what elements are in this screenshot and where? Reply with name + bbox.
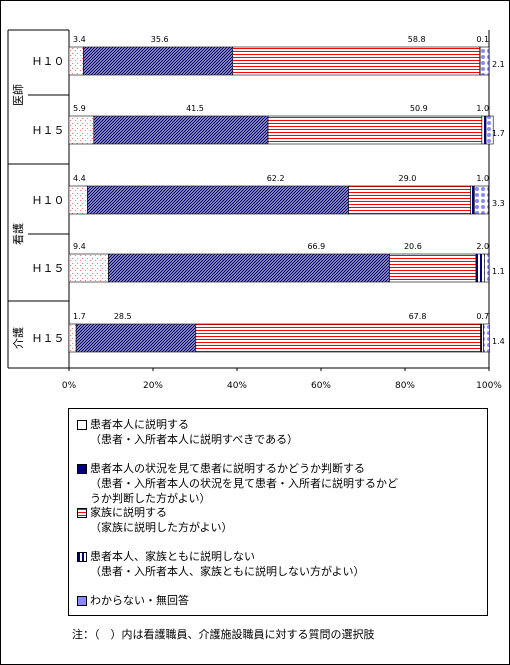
group-label: 医師	[12, 84, 25, 106]
data-label: 62.2	[267, 174, 285, 183]
x-tick-label: 60%	[311, 381, 331, 391]
bar-segment	[474, 185, 489, 215]
data-label: 2.1	[492, 60, 505, 69]
category-label: Ｈ１５	[32, 124, 65, 137]
bar-segment	[68, 115, 95, 145]
legend-swatch-dotted	[77, 420, 87, 430]
category-label: Ｈ１５	[32, 262, 65, 275]
bar-segment	[483, 323, 490, 353]
bar-segment	[82, 46, 234, 76]
legend-swatch-blue-dots	[77, 596, 87, 606]
legend-swatch-red-stripes	[77, 508, 87, 518]
bar-segment	[479, 46, 490, 76]
data-label: 0.7	[476, 312, 489, 321]
bar-segment	[68, 185, 88, 215]
bar-segment	[195, 323, 481, 353]
x-tick-label: 20%	[143, 381, 163, 391]
data-label: 1.0	[476, 174, 489, 183]
data-label: 1.7	[73, 312, 86, 321]
data-label: 1.1	[492, 267, 505, 276]
bar-segment	[68, 46, 84, 76]
category-label: Ｈ１０	[32, 194, 65, 207]
data-label: 3.3	[492, 199, 505, 208]
legend-label: 患者本人の状況を見て患者に説明するかどうか判断する	[90, 462, 365, 475]
legend-label: わからない・無回答	[90, 594, 189, 607]
bar-segment	[484, 253, 490, 283]
data-label: 20.6	[404, 242, 422, 251]
group-label: 介護	[11, 327, 25, 349]
bar-segment	[87, 185, 350, 215]
bar-segment	[267, 115, 483, 145]
data-label: 67.8	[409, 312, 427, 321]
chart-legend: 患者本人に説明する （患者・入所者本人に説明すべきである） 患者本人の状況を見て…	[68, 408, 488, 616]
legend-sublabel: （家族に説明した方がよい）	[90, 521, 233, 534]
legend-sublabel: （患者・入所者本人に説明すべきである）	[90, 433, 299, 446]
bar-segment	[75, 323, 197, 353]
footnote: 注：（ ）内は看護職員、介護施設職員に対する質問の選択肢	[72, 628, 375, 641]
legend-label: 患者本人に説明する	[90, 418, 189, 431]
data-label: 28.5	[114, 312, 132, 321]
data-label: 1.4	[492, 337, 505, 346]
x-tick-label: 0%	[62, 381, 77, 391]
bar-segment	[68, 253, 109, 283]
data-label: 35.6	[151, 35, 169, 44]
bar-segment	[108, 253, 390, 283]
legend-sublabel: （患者・入所者本人の状況を見て患者・入所者に説明するかど うか判断した方がよい）	[90, 477, 398, 505]
bar-segment	[481, 115, 487, 145]
data-label: 58.8	[408, 35, 426, 44]
bar-segment	[485, 115, 494, 145]
x-tick-label: 100%	[476, 381, 502, 391]
bar-segment	[348, 185, 471, 215]
category-label: Ｈ１５	[32, 332, 65, 345]
bar-segment	[389, 253, 477, 283]
legend-label: 患者本人、家族ともに説明しない	[90, 550, 255, 563]
data-label: 29.0	[399, 174, 417, 183]
data-label: 1.0	[476, 104, 489, 113]
legend-swatch-vertical-stripes	[77, 552, 87, 562]
legend-label: 家族に説明する	[90, 506, 167, 519]
data-label: 2.0	[476, 242, 489, 251]
x-tick-label: 40%	[227, 381, 247, 391]
data-label: 66.9	[307, 242, 325, 251]
bar-segment	[480, 323, 484, 353]
data-label: 5.9	[73, 104, 86, 113]
bar-segment	[475, 253, 485, 283]
legend-swatch-navy	[77, 464, 87, 474]
bar-segment	[470, 185, 476, 215]
bar-segment	[232, 46, 481, 76]
legend-sublabel: （患者・入所者本人、家族ともに説明しない方がよい）	[90, 565, 365, 578]
data-label: 41.5	[186, 104, 204, 113]
data-label: 9.4	[73, 242, 86, 251]
data-label: 50.9	[410, 104, 428, 113]
data-label: 0.1	[476, 35, 489, 44]
x-tick-label: 80%	[395, 381, 415, 391]
data-label: 1.7	[492, 129, 505, 138]
data-label: 4.4	[73, 174, 86, 183]
category-label: Ｈ１０	[32, 55, 65, 68]
bar-segment	[93, 115, 269, 145]
data-label: 3.4	[73, 35, 86, 44]
group-label: 看護	[11, 223, 25, 245]
bar-segment	[68, 323, 77, 353]
